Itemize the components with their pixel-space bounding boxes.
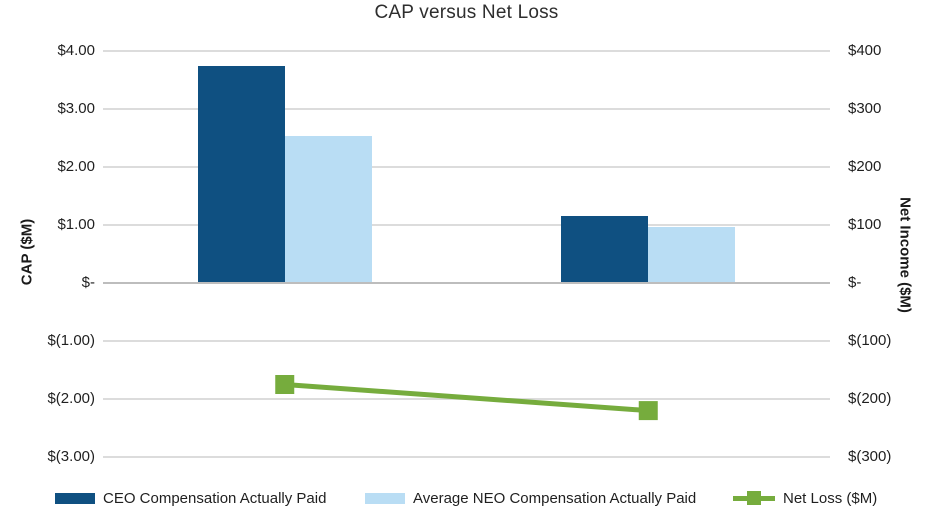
gridline — [103, 50, 830, 52]
right-axis-tick: $- — [848, 274, 862, 291]
bar-neo-group2 — [648, 227, 736, 282]
net-loss-line — [284, 382, 649, 414]
legend-label-neo-cap: Average NEO Compensation Actually Paid — [413, 489, 697, 507]
right-axis-tick: $(300) — [848, 448, 892, 465]
left-axis-tick: $(2.00) — [47, 390, 95, 407]
legend-label-ceo-cap: CEO Compensation Actually Paid — [103, 489, 327, 507]
legend-label-net-loss: Net Loss ($M) — [783, 489, 878, 507]
ceo-cap-swatch — [55, 492, 95, 504]
zero-gridline — [103, 282, 830, 284]
bar-ceo-group2 — [561, 216, 649, 282]
left-axis-tick: $3.00 — [57, 100, 95, 117]
left-axis-tick: $1.00 — [57, 216, 95, 233]
left-axis-tick: $(3.00) — [47, 448, 95, 465]
gridline — [103, 456, 830, 458]
gridline — [103, 166, 830, 168]
left-axis-tick: $- — [81, 274, 95, 291]
neo-cap-swatch — [365, 492, 405, 504]
legend-item-net-loss: Net Loss ($M) — [733, 487, 877, 509]
bar-neo-group1 — [284, 136, 372, 282]
gridline — [103, 340, 830, 342]
net-loss-marker — [275, 375, 295, 394]
left-axis-tick: $(1.00) — [47, 332, 95, 349]
bar-ceo-group1 — [197, 65, 285, 282]
chart-title: CAP versus Net Loss — [374, 2, 559, 23]
net-loss-line-swatch — [733, 491, 775, 505]
right-axis-tick: $(100) — [848, 332, 892, 349]
right-axis-tick: $300 — [848, 100, 882, 117]
legend-item-ceo-cap: CEO Compensation Actually Paid — [55, 487, 326, 509]
legend-item-neo-cap: Average NEO Compensation Actually Paid — [365, 487, 696, 509]
gridline — [103, 108, 830, 110]
right-axis-tick: $200 — [848, 158, 882, 175]
left-axis-tick: $2.00 — [57, 158, 95, 175]
net-loss-marker-glyph — [747, 491, 761, 505]
right-axis-tick: $(200) — [848, 390, 892, 407]
net-loss-marker — [638, 401, 658, 421]
right-axis-tick: $400 — [848, 42, 882, 59]
gridline — [103, 224, 830, 226]
right-axis-tick: $100 — [848, 216, 882, 233]
left-axis-tick: $4.00 — [57, 42, 95, 59]
